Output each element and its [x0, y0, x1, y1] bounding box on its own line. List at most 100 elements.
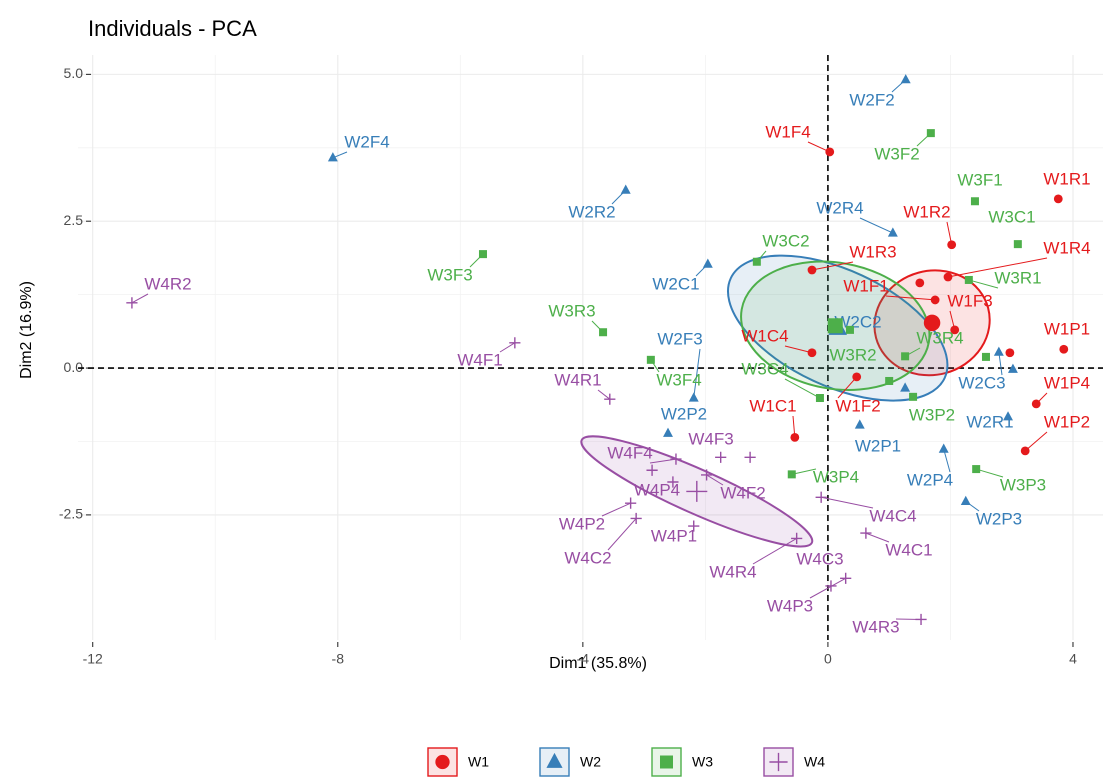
point-label: W2P2 — [661, 404, 707, 423]
point — [815, 394, 824, 403]
point-label: W4C1 — [885, 540, 932, 559]
point — [715, 451, 727, 463]
legend: W1 W2 W3 W4 — [427, 747, 825, 777]
point-label: W3F1 — [957, 170, 1002, 189]
legend-marker — [660, 755, 673, 769]
point-label: W1C1 — [749, 396, 796, 415]
group-mean — [686, 480, 708, 502]
point — [900, 74, 911, 84]
point — [887, 227, 898, 237]
point — [670, 453, 682, 465]
point-label: W1P1 — [1044, 319, 1090, 338]
label-leader — [885, 295, 936, 301]
point-label: W1R3 — [849, 242, 896, 261]
point — [970, 197, 979, 206]
point — [667, 476, 679, 488]
x-tick-label: 4 — [1069, 651, 1077, 667]
label-leader — [837, 376, 858, 399]
point-label: W1R2 — [903, 202, 950, 221]
point-label: W4R3 — [852, 617, 899, 636]
point — [752, 257, 761, 266]
series-w3: W3F2 W3F1 W3C1 W3F3 W3C2 W3R1 W3R3 W3R4 W3R2 W3C4… — [427, 129, 1046, 494]
x-tick-label: 0 — [824, 651, 832, 667]
point-label: W4C2 — [564, 548, 611, 567]
point-label: W2C1 — [652, 274, 699, 293]
label-leader — [968, 279, 999, 289]
label-leader — [752, 537, 797, 565]
point — [126, 297, 138, 309]
x-tick-label: -4 — [577, 651, 590, 667]
point — [327, 152, 338, 162]
series-w4: W4R2 W4F1 W4R1 W4F3 W4F4 W4P4 W4F2 W4P2 W4C2 W4P1… — [126, 274, 933, 636]
point-label: W3F3 — [427, 265, 472, 284]
point-label: W2R1 — [966, 412, 1013, 431]
point — [1031, 399, 1041, 409]
point — [688, 392, 699, 402]
point — [1003, 411, 1013, 421]
label-leader — [791, 468, 817, 475]
point-label: W2P4 — [907, 470, 953, 489]
point — [938, 443, 949, 453]
label-leader — [865, 532, 890, 543]
point — [860, 527, 872, 539]
point-label: W4P1 — [651, 526, 697, 545]
point — [807, 348, 817, 358]
point-label: W1F4 — [765, 122, 810, 141]
label-leader — [597, 389, 611, 400]
point-label: W3P3 — [1000, 475, 1046, 494]
point-label: W3F4 — [656, 370, 701, 389]
y-tick-label: -2.5 — [59, 506, 83, 522]
y-tick-label: 5.0 — [64, 65, 84, 81]
point — [972, 465, 981, 474]
legend-marker — [546, 752, 563, 768]
point-label: W4C4 — [869, 506, 916, 525]
point-label: W4R1 — [554, 370, 601, 389]
x-tick-label: -12 — [83, 651, 103, 667]
label-leader — [499, 342, 516, 353]
point — [993, 346, 1004, 356]
point — [701, 469, 713, 481]
point — [943, 272, 953, 282]
point — [702, 258, 713, 268]
point — [901, 352, 910, 361]
label-leader — [693, 348, 701, 399]
point — [625, 497, 637, 509]
point-label: W2R4 — [816, 198, 863, 217]
point-label: W3C4 — [741, 359, 788, 378]
point — [478, 250, 487, 259]
point-label: W4P2 — [559, 514, 605, 533]
point-label: W2F3 — [657, 329, 702, 348]
point-label: W3R3 — [548, 301, 595, 320]
point-label: W3P2 — [909, 405, 955, 424]
legend-marker — [769, 752, 788, 772]
point — [926, 129, 935, 138]
point — [950, 325, 960, 335]
point-label: W4R2 — [144, 274, 191, 293]
point — [646, 355, 655, 364]
group-mean — [827, 318, 843, 334]
label-leader — [859, 217, 894, 234]
x-axis-label: Dim1 (35.8%) — [549, 655, 647, 672]
point — [915, 278, 925, 288]
point-label: W3R4 — [916, 328, 963, 347]
point-label: W4F1 — [457, 350, 502, 369]
point-label: W1P4 — [1044, 373, 1090, 392]
point — [960, 495, 971, 505]
group-mean — [923, 314, 941, 332]
point — [1007, 363, 1018, 373]
label-leader — [947, 257, 1048, 278]
point — [915, 613, 927, 626]
label-leader — [943, 448, 951, 473]
point-label: W1R4 — [1043, 238, 1090, 257]
point — [744, 451, 756, 463]
point-label: W2F2 — [849, 90, 894, 109]
legend-label: W2 — [580, 754, 601, 770]
point-label: W2P3 — [976, 509, 1022, 528]
label-leader — [706, 474, 724, 486]
point — [1005, 348, 1015, 358]
legend-label: W4 — [804, 754, 825, 770]
point-label: W3C1 — [988, 207, 1035, 226]
point-label: W1F1 — [843, 276, 888, 295]
point-label: W3P4 — [813, 467, 859, 486]
